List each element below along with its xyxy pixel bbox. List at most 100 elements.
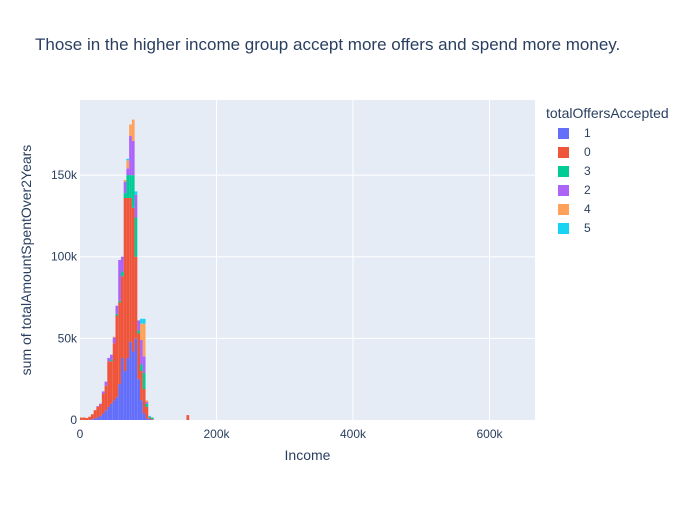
bar-series-2[interactable]: [99, 403, 102, 405]
bar-series-1[interactable]: [104, 410, 108, 420]
bar-series-2[interactable]: [110, 354, 113, 360]
bar-series-0[interactable]: [115, 315, 119, 398]
bar-series-1[interactable]: [145, 418, 149, 420]
bar-series-0[interactable]: [148, 417, 151, 420]
legend[interactable]: totalOffersAccepted 1 0 3 2 4 5: [546, 105, 669, 235]
bar-series-0[interactable]: [129, 197, 132, 342]
bar-series-0[interactable]: [99, 404, 102, 416]
bar-series-2[interactable]: [140, 340, 143, 365]
bar-series-4[interactable]: [112, 336, 116, 338]
bar-series-0[interactable]: [131, 207, 135, 352]
bar-series-3[interactable]: [129, 175, 132, 198]
legend-label-4[interactable]: 4: [584, 202, 591, 216]
bar-series-0[interactable]: [93, 410, 97, 419]
bar-series-3[interactable]: [134, 217, 138, 257]
bar-series-0[interactable]: [150, 419, 154, 420]
bar-series-5[interactable]: [134, 191, 138, 195]
bar-series-2[interactable]: [131, 140, 135, 176]
bar-series-4[interactable]: [131, 119, 135, 141]
bar-series-1[interactable]: [118, 384, 121, 420]
bar-series-2[interactable]: [120, 256, 124, 272]
bar-series-2[interactable]: [104, 381, 108, 386]
legend-label-2[interactable]: 2: [584, 183, 591, 197]
bar-series-1[interactable]: [134, 338, 138, 420]
bar-series-2[interactable]: [107, 357, 111, 362]
bar-series-1[interactable]: [120, 357, 124, 420]
bar-series-0[interactable]: [107, 361, 111, 407]
bar-series-3[interactable]: [123, 193, 127, 198]
legend-swatch-3[interactable]: [558, 166, 569, 177]
bar-series-2[interactable]: [96, 406, 100, 407]
bar-series-5[interactable]: [140, 318, 143, 324]
bar-series-4[interactable]: [140, 323, 143, 340]
bar-series-0[interactable]: [110, 361, 113, 404]
bar-series-3[interactable]: [140, 364, 143, 372]
bar-series-0[interactable]: [96, 406, 100, 418]
bar-series-0[interactable]: [85, 418, 89, 420]
bar-series-1[interactable]: [142, 413, 146, 420]
bar-series-4[interactable]: [145, 400, 149, 403]
bar-series-3[interactable]: [131, 175, 135, 208]
bar-series-0[interactable]: [118, 302, 121, 385]
legend-swatch-2[interactable]: [558, 185, 569, 196]
bar-series-2[interactable]: [126, 168, 130, 176]
bar-series-2[interactable]: [112, 337, 116, 344]
bar-series-3[interactable]: [150, 417, 154, 420]
bar-series-1[interactable]: [101, 413, 105, 420]
bar-series-0[interactable]: [134, 256, 138, 339]
bar-series-1[interactable]: [137, 379, 141, 420]
bar-series-4[interactable]: [123, 180, 127, 182]
bar-series-1[interactable]: [131, 351, 135, 420]
bar-series-3[interactable]: [115, 313, 119, 316]
bar-series-4[interactable]: [126, 160, 130, 169]
legend-swatch-0[interactable]: [558, 147, 569, 158]
bar-series-2[interactable]: [115, 305, 119, 314]
bar-series-0[interactable]: [137, 333, 141, 380]
bar-series-2[interactable]: [134, 194, 138, 218]
bar-series-3[interactable]: [145, 403, 149, 407]
bar-series-0[interactable]: [145, 406, 149, 419]
bar-series-2[interactable]: [101, 391, 105, 394]
bar-series-0[interactable]: [90, 414, 94, 420]
bar-series-0[interactable]: [120, 276, 124, 358]
bar-series-0[interactable]: [112, 343, 116, 401]
bar-series-1[interactable]: [93, 418, 97, 420]
bar-series-0[interactable]: [80, 417, 83, 420]
bar-series-1[interactable]: [148, 419, 151, 420]
legend-swatch-5[interactable]: [558, 223, 569, 234]
bar-series-0[interactable]: [104, 385, 108, 411]
bar-series-3[interactable]: [137, 330, 141, 334]
bar-series-1[interactable]: [129, 341, 132, 420]
bar-series-2[interactable]: [137, 320, 141, 331]
bar-series-3[interactable]: [110, 359, 113, 362]
bar-series-1[interactable]: [123, 371, 127, 420]
bar-series-2[interactable]: [142, 356, 146, 373]
bar-series-2[interactable]: [129, 135, 132, 176]
legend-label-3[interactable]: 3: [584, 164, 591, 178]
bar-series-4[interactable]: [129, 124, 132, 136]
bar-series-1[interactable]: [115, 397, 119, 420]
bar-series-3[interactable]: [126, 175, 130, 198]
bar-series-5[interactable]: [148, 415, 151, 418]
bar-series-1[interactable]: [112, 400, 116, 420]
bar-series-2[interactable]: [118, 260, 121, 301]
bar-series-5[interactable]: [142, 318, 146, 324]
bar-series-0[interactable]: [142, 388, 146, 414]
bar-series-3[interactable]: [120, 271, 124, 277]
bar-series-2[interactable]: [123, 181, 127, 194]
bar-series-3[interactable]: [118, 300, 121, 303]
bars[interactable]: [80, 119, 190, 420]
bar-series-3[interactable]: [142, 372, 146, 389]
bar-series-5[interactable]: [126, 158, 130, 161]
legend-label-0[interactable]: 0: [584, 145, 591, 159]
bar-series-4[interactable]: [142, 323, 146, 357]
bar-series-1[interactable]: [99, 415, 102, 420]
bar-series-0[interactable]: [101, 393, 105, 414]
bar-series-0[interactable]: [82, 417, 86, 420]
bar-series-1[interactable]: [126, 357, 130, 420]
bar-series-0[interactable]: [186, 415, 190, 420]
legend-label-5[interactable]: 5: [584, 221, 591, 235]
legend-label-1[interactable]: 1: [584, 126, 591, 140]
bar-series-0[interactable]: [88, 416, 91, 420]
bar-series-1[interactable]: [90, 419, 94, 420]
